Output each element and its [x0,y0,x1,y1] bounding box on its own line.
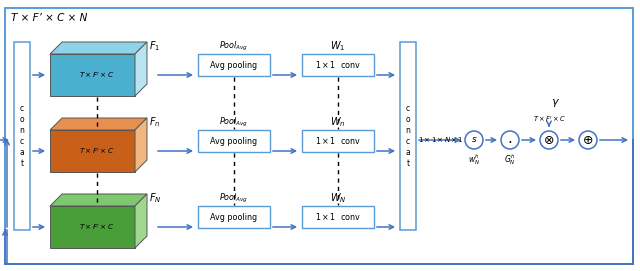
Text: $G_N^h$: $G_N^h$ [504,152,516,167]
Text: $F_1$: $F_1$ [149,39,160,53]
Text: $\cdot$: $\cdot$ [508,134,513,149]
Polygon shape [50,130,135,172]
Text: $T\times F'\times C$: $T\times F'\times C$ [79,70,115,80]
Text: $F_n$: $F_n$ [149,115,161,129]
Text: c
o
n
c
a
t: c o n c a t [20,104,24,168]
Text: $F_N$: $F_N$ [149,191,161,205]
Text: $\oplus$: $\oplus$ [582,134,594,147]
Text: $\gamma$: $\gamma$ [551,97,560,109]
Text: Avg pooling: Avg pooling [211,212,257,221]
Text: Avg pooling: Avg pooling [211,60,257,69]
Polygon shape [50,42,147,54]
Polygon shape [50,194,147,206]
Text: $1\times 1$  conv: $1\times 1$ conv [315,136,361,147]
Bar [302,206,374,228]
Text: $T\times F'\times C$: $T\times F'\times C$ [532,114,565,124]
Text: $Pool_{Avg}$: $Pool_{Avg}$ [220,40,249,53]
Text: $1\times 1$  conv: $1\times 1$ conv [315,211,361,222]
Text: $W_1$: $W_1$ [330,39,346,53]
Polygon shape [50,206,135,248]
Circle shape [501,131,519,149]
Text: $w_N^h$: $w_N^h$ [468,152,480,167]
Bar [14,42,30,230]
Circle shape [540,131,558,149]
Circle shape [465,131,483,149]
Text: c
o
n
c
a
t: c o n c a t [406,104,410,168]
Polygon shape [50,54,135,96]
Text: $T\times F'\times C$: $T\times F'\times C$ [79,146,115,156]
Text: $1\times 1$  conv: $1\times 1$ conv [315,60,361,70]
Bar [302,54,374,76]
Bar [198,130,270,152]
Text: $W_n$: $W_n$ [330,115,346,129]
Text: $Pool_{Avg}$: $Pool_{Avg}$ [220,192,249,205]
Bar [400,42,416,230]
Text: $1 \times 1 \times N \times 1$: $1 \times 1 \times N \times 1$ [418,134,464,144]
Text: Avg pooling: Avg pooling [211,137,257,146]
Polygon shape [135,42,147,96]
Text: T × F’ × C × N: T × F’ × C × N [11,13,88,23]
Text: $\otimes$: $\otimes$ [543,134,555,147]
Polygon shape [50,118,147,130]
Text: $Pool_{Avg}$: $Pool_{Avg}$ [220,116,249,129]
Polygon shape [135,118,147,172]
Text: $W_N$: $W_N$ [330,191,346,205]
Polygon shape [135,194,147,248]
Text: $T\times F'\times C$: $T\times F'\times C$ [79,222,115,232]
Text: s: s [472,136,476,144]
Bar [302,130,374,152]
Bar [198,54,270,76]
Bar [198,206,270,228]
Circle shape [579,131,597,149]
